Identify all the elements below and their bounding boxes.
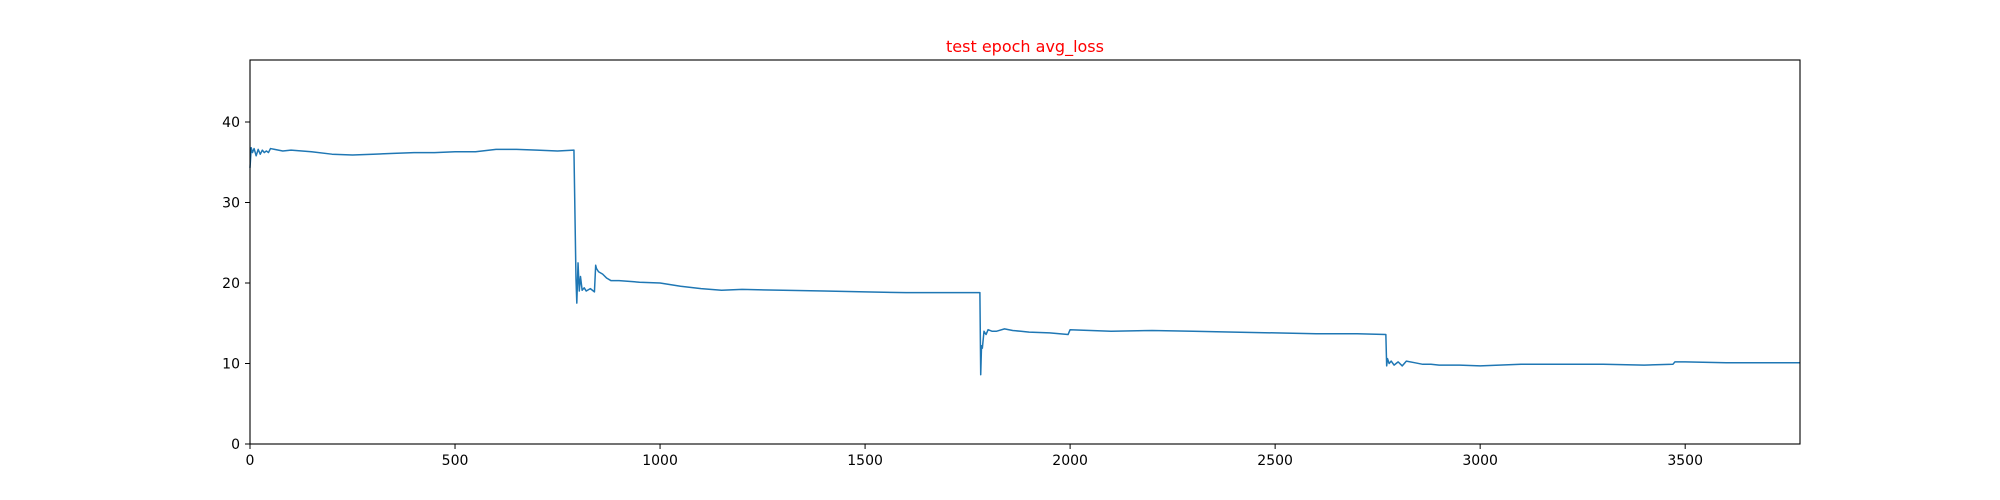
x-tick-label: 2000 — [1052, 453, 1088, 469]
x-tick-label: 1500 — [847, 453, 883, 469]
x-tick-label: 500 — [442, 453, 469, 469]
x-tick-label: 3000 — [1462, 453, 1498, 469]
x-axis: 0 500 1000 1500 2000 2500 3000 3500 — [246, 444, 1703, 469]
y-tick-label: 10 — [222, 356, 240, 372]
x-tick-label: 3500 — [1667, 453, 1703, 469]
plot-frame — [249, 59, 1801, 445]
y-tick-label: 0 — [231, 437, 240, 453]
x-tick-label: 1000 — [642, 453, 678, 469]
chart-title: test epoch avg_loss — [946, 37, 1104, 57]
plot-area — [249, 147, 1800, 376]
y-axis: 0 10 20 30 40 — [222, 115, 250, 453]
y-tick-label: 40 — [222, 115, 240, 131]
y-tick-label: 20 — [222, 276, 240, 292]
y-tick-label: 30 — [222, 195, 240, 211]
x-tick-label: 0 — [246, 453, 255, 469]
x-tick-label: 2500 — [1257, 453, 1293, 469]
series-line-0 — [249, 147, 1800, 376]
